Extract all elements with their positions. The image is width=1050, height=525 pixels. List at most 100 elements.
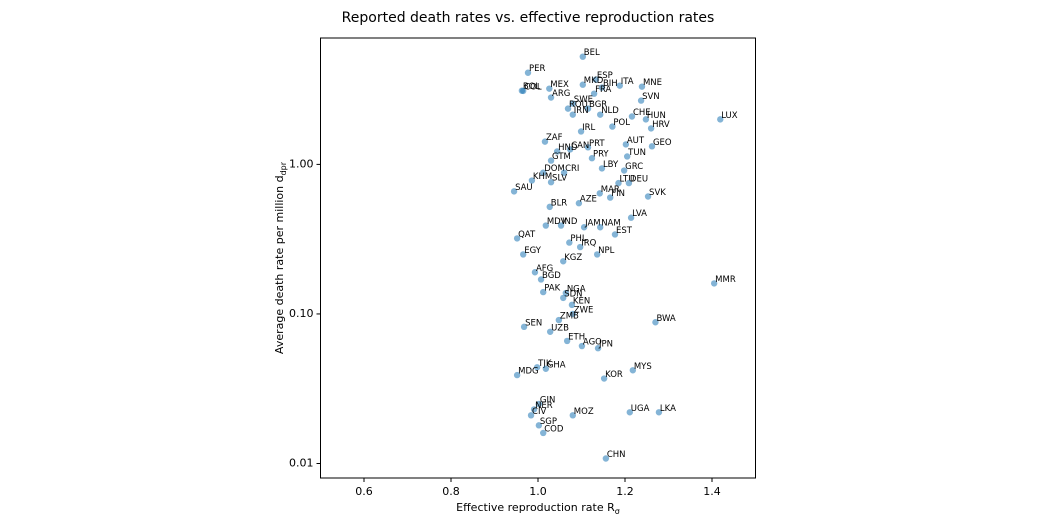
point-label: AUT <box>627 136 645 146</box>
x-axis-label-sub: σ <box>615 507 620 516</box>
point-label: GRC <box>625 162 643 172</box>
point <box>609 123 616 130</box>
point-label: HRV <box>652 120 670 130</box>
point-label: UGA <box>631 404 650 414</box>
point <box>652 319 659 326</box>
point-label: ESP <box>597 71 613 81</box>
point <box>580 224 588 231</box>
point-label: BLR <box>551 198 568 208</box>
point <box>541 138 549 145</box>
point-label: AFG <box>536 264 553 274</box>
point <box>600 375 608 382</box>
point <box>553 148 561 155</box>
point-label: DEU <box>630 175 648 185</box>
point-label: GEO <box>653 138 672 148</box>
point <box>622 141 630 148</box>
point-label: SGP <box>540 417 557 427</box>
point-label: JPN <box>598 340 613 350</box>
point-label: NGA <box>567 285 586 295</box>
point <box>576 243 584 251</box>
point <box>542 365 550 372</box>
point-label: SVN <box>642 92 660 102</box>
point <box>588 155 596 162</box>
x-axis-label: Effective reproduction rate Rσ <box>456 501 620 516</box>
point-label: GHA <box>547 360 566 370</box>
point-label: MDG <box>518 367 538 377</box>
point <box>560 169 568 176</box>
point-label: NER <box>535 401 553 411</box>
point <box>615 179 622 187</box>
point-label: KGZ <box>564 253 582 263</box>
point <box>597 111 604 118</box>
point <box>594 345 602 352</box>
point-label: IRL <box>582 123 595 133</box>
point <box>648 143 656 150</box>
point-label: BWA <box>656 314 675 324</box>
point-label: ZAF <box>546 133 563 143</box>
point-label: COD <box>544 424 564 434</box>
point <box>520 87 527 95</box>
point <box>638 83 646 90</box>
point-label: SWE <box>574 95 593 105</box>
point <box>566 146 574 153</box>
point <box>626 409 633 416</box>
point-label: LBY <box>603 160 619 170</box>
point <box>531 269 539 276</box>
point-label: NLD <box>601 106 619 116</box>
point-label: EGY <box>524 246 542 256</box>
point <box>530 406 538 413</box>
point-label: TUN <box>627 148 646 158</box>
point <box>547 179 555 186</box>
point-label: CHN <box>607 450 626 460</box>
point-label: ZWE <box>574 305 594 315</box>
point <box>644 193 652 200</box>
point-label: FIN <box>611 189 625 199</box>
point-label: BOL <box>523 82 540 92</box>
point <box>524 69 532 76</box>
point <box>584 144 592 151</box>
point-label: SLV <box>552 174 567 184</box>
point <box>647 125 655 132</box>
point <box>578 342 586 350</box>
point <box>710 280 718 287</box>
point-label: SDN <box>564 289 582 299</box>
point <box>520 323 528 331</box>
point-label: MKD <box>584 76 604 86</box>
y-tick-label: 0.01 <box>289 457 314 470</box>
point-label: IRN <box>574 106 589 116</box>
point-label: PER <box>529 64 545 74</box>
point-label: HND <box>558 143 578 153</box>
point <box>562 289 570 297</box>
point-label: QAT <box>518 230 536 240</box>
point-label: KHM <box>533 172 552 182</box>
point-label: ROU <box>569 100 588 110</box>
point-label: EST <box>616 226 633 236</box>
point <box>627 214 635 221</box>
point-label: MDV <box>547 217 567 227</box>
point-label: LKA <box>660 404 676 414</box>
point <box>598 165 606 172</box>
point-label: HUN <box>647 111 666 121</box>
point <box>557 222 565 229</box>
point <box>620 167 628 174</box>
point-label: FRA <box>595 85 611 95</box>
point-label: MYS <box>634 362 652 372</box>
point-label: LVA <box>632 209 647 219</box>
point <box>513 371 521 379</box>
point-label: DOM <box>544 164 565 174</box>
point <box>597 224 604 231</box>
point <box>528 177 536 184</box>
point <box>533 364 541 371</box>
point-label: LTU <box>619 175 634 185</box>
point-label: CHE <box>633 108 651 118</box>
point <box>637 97 645 104</box>
point-label: AGO <box>583 338 602 348</box>
point <box>560 258 567 265</box>
point-label: SVK <box>649 188 666 198</box>
x-tick-label: 1.4 <box>703 485 721 498</box>
point <box>560 294 567 302</box>
point <box>590 90 598 97</box>
point-label: BEL <box>584 48 600 58</box>
point-label: GTM <box>552 152 571 162</box>
point-label: SEN <box>525 318 542 328</box>
